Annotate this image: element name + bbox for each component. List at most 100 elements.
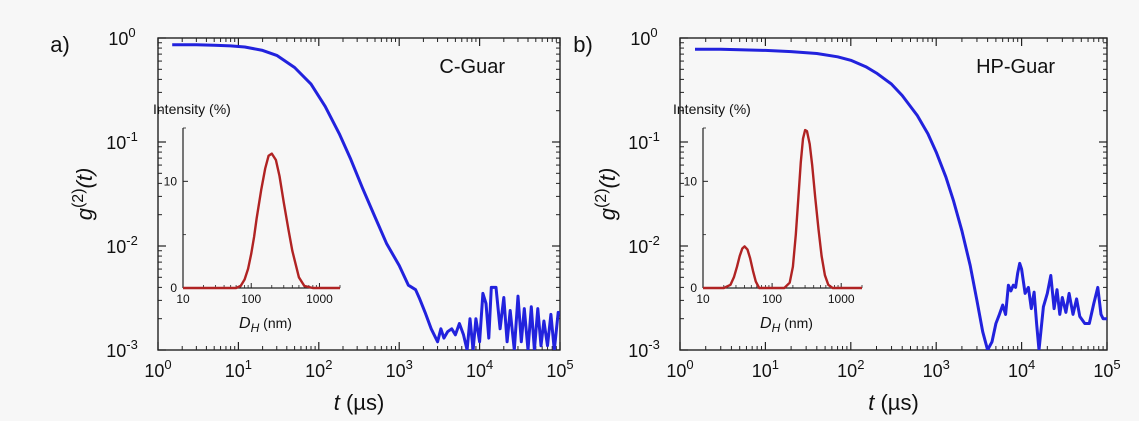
panel-label: a) [50, 32, 70, 57]
inset-y-axis-label: Intensity (%) [153, 101, 231, 117]
plot-frame [679, 37, 1108, 351]
y-tick-base: 10 [108, 29, 128, 49]
y-tick-base: 10 [628, 341, 648, 361]
panel-label: b) [573, 32, 593, 57]
x-tick-base: 10 [144, 361, 164, 381]
x-tick-exponent: 2 [325, 357, 332, 372]
x-tick-exponent: 4 [486, 357, 493, 372]
x-tick-exponent: 5 [1113, 357, 1120, 372]
x-tick-base: 10 [546, 361, 566, 381]
x-tick-label: 104 [466, 357, 493, 381]
y-axis-label-var: g [72, 207, 97, 220]
inset-x-label-unit: (nm) [780, 315, 813, 331]
x-tick-label: 100 [666, 357, 693, 381]
y-axis-label-arg: (t) [595, 168, 620, 189]
x-tick-base: 10 [386, 361, 406, 381]
x-tick-label: 103 [386, 357, 413, 381]
y-tick-base: 10 [628, 237, 648, 257]
y-tick-base: 10 [630, 29, 650, 49]
x-tick-base: 10 [305, 361, 325, 381]
inset-x-tick-label: 100 [762, 292, 782, 306]
inset-x-label-unit: (nm) [259, 315, 292, 331]
y-tick-base: 10 [106, 133, 126, 153]
x-tick-exponent: 1 [772, 357, 779, 372]
y-tick-label: 10-1 [628, 129, 660, 153]
x-tick-exponent: 4 [1028, 357, 1035, 372]
inset-x-tick-label: 10 [176, 292, 190, 306]
inset-x-tick-label: 100 [241, 292, 261, 306]
inset-y-tick-label: 0 [690, 281, 697, 295]
inset-x-tick-label: 1000 [828, 292, 855, 306]
inset-x-label-var: D [239, 315, 251, 332]
y-axis-label-sup: (2) [593, 188, 610, 208]
x-tick-base: 10 [225, 361, 245, 381]
y-tick-exponent: 0 [650, 25, 657, 40]
y-tick-exponent: -3 [126, 337, 138, 352]
y-tick-label: 10-1 [106, 129, 138, 153]
x-tick-exponent: 3 [943, 357, 950, 372]
y-tick-label: 10-3 [628, 337, 660, 361]
x-tick-exponent: 1 [245, 357, 252, 372]
x-tick-exponent: 2 [857, 357, 864, 372]
size-distribution-curve [183, 152, 340, 290]
x-axis-label: t (µs) [334, 390, 385, 415]
y-axis-label-arg: (t) [72, 168, 97, 189]
y-tick-label: 10-3 [106, 337, 138, 361]
x-axis-label-unit: (µs) [340, 390, 384, 415]
y-tick-exponent: -1 [126, 129, 138, 144]
y-tick-base: 10 [106, 237, 126, 257]
inset-x-axis-label: DH (nm) [239, 315, 292, 335]
x-tick-label: 105 [1093, 357, 1120, 381]
x-tick-label: 101 [752, 357, 779, 381]
x-axis-label-var: t [868, 390, 875, 415]
x-tick-base: 10 [666, 361, 686, 381]
x-tick-label: 100 [144, 357, 171, 381]
x-tick-label: 102 [305, 357, 332, 381]
x-tick-base: 10 [837, 361, 857, 381]
x-tick-base: 10 [466, 361, 486, 381]
x-axis-label-var: t [334, 390, 341, 415]
y-tick-base: 10 [628, 133, 648, 153]
y-tick-exponent: -3 [648, 337, 660, 352]
inset-x-axis-label: DH (nm) [760, 315, 813, 335]
correlation-curve [172, 43, 560, 350]
x-tick-label: 104 [1008, 357, 1035, 381]
y-tick-label: 10-2 [106, 233, 138, 257]
x-tick-base: 10 [1093, 361, 1113, 381]
plot-frame [157, 37, 561, 351]
x-tick-base: 10 [1008, 361, 1028, 381]
x-axis-label: t (µs) [868, 390, 919, 415]
y-tick-exponent: -2 [126, 233, 138, 248]
y-axis-label: g(2)(t) [593, 168, 620, 221]
y-tick-exponent: -1 [648, 129, 660, 144]
x-tick-exponent: 3 [406, 357, 413, 372]
x-tick-base: 10 [923, 361, 943, 381]
x-tick-exponent: 0 [164, 357, 171, 372]
inset-y-tick-label: 0 [170, 281, 177, 295]
inset-x-label-sub: H [772, 321, 781, 335]
y-axis-label-sup: (2) [70, 188, 87, 208]
inset-y-axis-label: Intensity (%) [673, 101, 751, 117]
x-tick-label: 103 [923, 357, 950, 381]
y-tick-exponent: -2 [648, 233, 660, 248]
size-distribution-curve [703, 128, 862, 290]
inset-y-tick-label: 10 [684, 174, 698, 188]
x-tick-exponent: 5 [566, 357, 573, 372]
inset-x-label-sub: H [251, 321, 260, 335]
x-tick-label: 105 [546, 357, 573, 381]
y-tick-exponent: 0 [128, 25, 135, 40]
correlation-curve [695, 47, 1107, 350]
x-tick-label: 101 [225, 357, 252, 381]
x-tick-base: 10 [752, 361, 772, 381]
sample-label: C-Guar [439, 56, 505, 78]
x-axis-label-unit: (µs) [874, 390, 918, 415]
sample-label: HP-Guar [976, 56, 1055, 78]
y-axis-label: g(2)(t) [70, 168, 97, 221]
y-tick-base: 10 [106, 341, 126, 361]
x-tick-label: 102 [837, 357, 864, 381]
